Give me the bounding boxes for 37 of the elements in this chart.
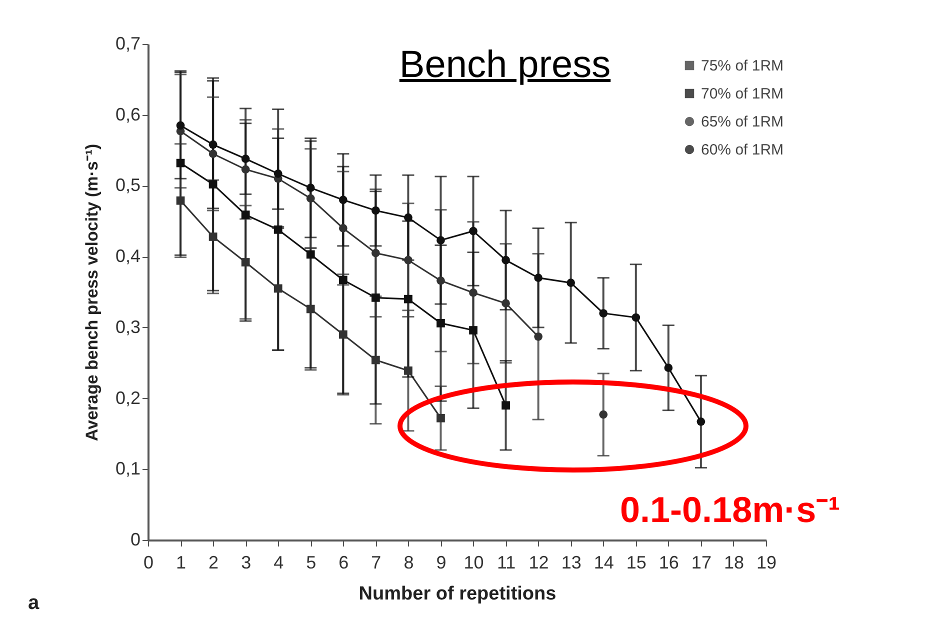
- x-tick-label: 0: [143, 552, 154, 572]
- text: a: [28, 592, 40, 615]
- y-tick-label: 0,6: [115, 104, 140, 124]
- y-tick-label: 0,3: [115, 316, 140, 337]
- y-tick-label: 0,2: [115, 388, 140, 408]
- y-axis-title: Average bench press velocity (m·s⁻¹): [82, 144, 102, 442]
- x-tick-label: 3: [241, 552, 252, 572]
- x-tick-label: 1: [176, 552, 186, 572]
- x-tick-label: 4: [274, 552, 284, 572]
- x-tick-label: 19: [756, 552, 777, 572]
- x-tick-label: 10: [464, 552, 484, 572]
- x-axis-title: Number of repetitions: [358, 584, 556, 604]
- x-tick-label: 9: [436, 552, 446, 572]
- legend-label: 75% of 1RM: [701, 58, 784, 74]
- x-tick-label: 8: [404, 552, 414, 572]
- legend-label: 60% of 1RM: [701, 142, 784, 158]
- x-tick-label: 18: [724, 552, 744, 572]
- x-tick-label: 5: [306, 552, 316, 572]
- x-tick-label: 17: [691, 552, 712, 572]
- legend-label: 65% of 1RM: [701, 114, 784, 130]
- y-tick-label: 0,5: [115, 175, 140, 196]
- x-tick-label: 15: [626, 552, 646, 572]
- y-tick-label: 0: [130, 530, 140, 550]
- y-tick-label: 0,1: [115, 458, 140, 479]
- x-tick-label: 13: [561, 552, 582, 572]
- legend-label: 70% of 1RM: [701, 86, 784, 102]
- chart-title: Bench press: [398, 44, 612, 87]
- y-tick-label: 0,7: [115, 34, 140, 54]
- x-tick-label: 6: [338, 552, 349, 572]
- x-tick-label: 16: [658, 552, 679, 572]
- y-tick-label: 0,4: [115, 246, 140, 266]
- x-tick-label: 11: [496, 552, 516, 572]
- x-tick-label: 12: [528, 552, 549, 572]
- x-tick-label: 2: [208, 552, 219, 572]
- x-tick-label: 7: [371, 552, 382, 572]
- x-tick-label: 14: [594, 552, 614, 572]
- annotation: 0.1-0.18m·s⁻¹: [620, 488, 840, 532]
